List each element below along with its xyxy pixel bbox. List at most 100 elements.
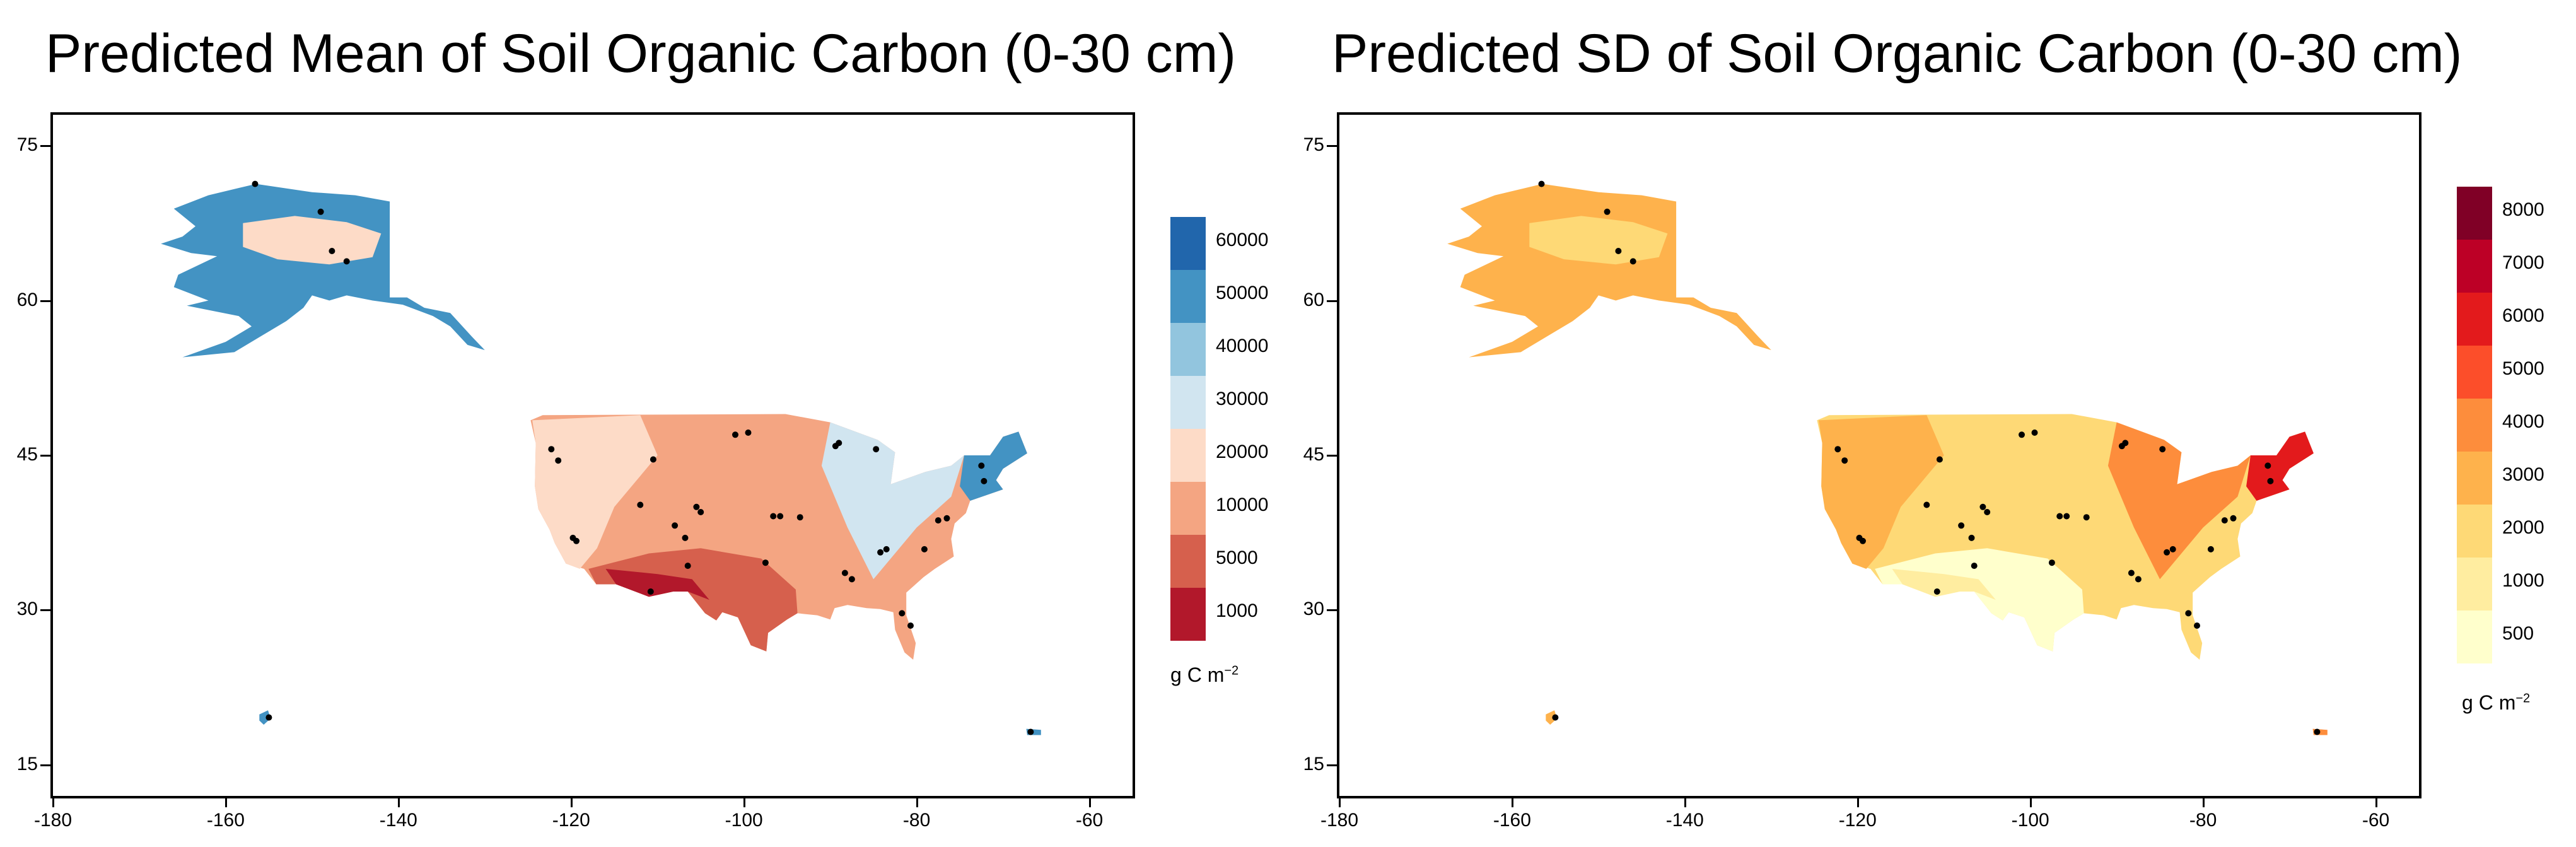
sd-legend-unit: g C m−2 xyxy=(2462,691,2530,715)
mean-legend-unit-text: g C m xyxy=(1170,663,1225,686)
site-marker xyxy=(1841,457,1848,464)
x-tick-mark xyxy=(1856,798,1859,807)
x-tick-label: -100 xyxy=(2011,810,2049,831)
site-marker xyxy=(2159,446,2166,453)
sd-map-frame xyxy=(1337,112,2422,798)
x-tick-mark xyxy=(2375,798,2377,807)
site-marker xyxy=(907,622,914,629)
map-region-conus-northeast xyxy=(960,431,1027,501)
legend-swatch xyxy=(1170,429,1206,482)
site-marker xyxy=(2314,728,2321,735)
y-tick-label: 75 xyxy=(16,134,38,156)
site-marker xyxy=(1027,728,1034,735)
site-marker xyxy=(1604,208,1611,215)
legend-swatch xyxy=(2457,240,2492,293)
map-region-hawaii xyxy=(259,710,271,725)
x-tick-mark xyxy=(570,798,573,807)
site-marker xyxy=(1923,501,1930,508)
y-tick-mark xyxy=(40,609,50,612)
site-marker xyxy=(2230,515,2237,522)
map-region-conus-core xyxy=(605,569,709,600)
y-tick-label: 45 xyxy=(16,444,38,465)
site-marker xyxy=(697,509,704,515)
y-tick-label: 60 xyxy=(16,289,38,310)
y-tick-label: 45 xyxy=(1303,444,1324,465)
legend-swatch xyxy=(2457,293,2492,346)
site-marker xyxy=(2135,576,2142,583)
legend-label: 60000 xyxy=(1216,230,1269,250)
site-marker xyxy=(555,457,562,464)
y-tick-mark xyxy=(40,764,50,766)
legend-label: 1000 xyxy=(1216,600,1258,621)
mean-map-panel: Predicted Mean of Soil Organic Carbon (0… xyxy=(0,0,1286,847)
x-tick-mark xyxy=(743,798,745,807)
legend-label: 5000 xyxy=(2502,358,2544,379)
site-marker xyxy=(650,456,656,463)
x-tick-label: -60 xyxy=(2362,810,2390,831)
map-region-hawaii xyxy=(1546,710,1558,725)
legend-swatch xyxy=(2457,452,2492,505)
y-tick-mark xyxy=(1327,300,1337,302)
site-marker xyxy=(573,537,580,544)
site-marker xyxy=(1834,446,1841,453)
x-tick-mark xyxy=(1511,798,1513,807)
site-marker xyxy=(2128,570,2135,576)
y-tick-mark xyxy=(1327,455,1337,457)
mean-map xyxy=(161,180,1041,735)
x-tick-mark xyxy=(916,798,918,807)
site-marker xyxy=(2063,513,2070,520)
site-marker xyxy=(329,248,335,254)
site-marker xyxy=(2185,610,2192,617)
legend-label: 3000 xyxy=(2502,464,2544,485)
site-marker xyxy=(1615,248,1622,254)
site-marker xyxy=(1979,503,1986,510)
mean-map-title: Predicted Mean of Soil Organic Carbon (0… xyxy=(45,23,1237,84)
site-marker xyxy=(2194,622,2200,629)
x-tick-label: -100 xyxy=(725,810,763,831)
site-marker xyxy=(1984,509,1991,515)
legend-swatch xyxy=(1170,270,1206,323)
legend-swatch xyxy=(2457,187,2492,240)
site-marker xyxy=(848,576,855,583)
site-marker xyxy=(1933,588,1940,595)
site-marker xyxy=(252,180,259,187)
site-marker xyxy=(647,588,654,595)
y-tick-mark xyxy=(1327,609,1337,612)
site-marker xyxy=(637,501,644,508)
map-region-conus-east xyxy=(2107,422,2251,580)
y-tick-mark xyxy=(40,455,50,457)
site-marker xyxy=(684,563,691,570)
legend-label: 30000 xyxy=(1216,388,1269,409)
map-region-conus-base xyxy=(530,414,1027,660)
y-tick-mark xyxy=(1327,145,1337,148)
legend-label: 1000 xyxy=(2502,570,2544,591)
map-region-conus-east xyxy=(821,422,964,580)
site-marker xyxy=(548,446,555,453)
x-tick-label: -120 xyxy=(1838,810,1877,831)
sd-map xyxy=(1447,180,2328,735)
x-tick-mark xyxy=(1339,798,1341,807)
sd-legend: 8000 7000 6000 5000 4000 3000 2000 1000 500 g C … xyxy=(2457,187,2570,729)
site-marker xyxy=(1860,537,1866,544)
site-marker xyxy=(2019,431,2025,438)
sd-legend-unit-text: g C m xyxy=(2462,691,2516,714)
map-region-alaska xyxy=(161,184,485,358)
site-marker xyxy=(935,517,941,524)
legend-swatch xyxy=(1170,323,1206,376)
map-region-alaska xyxy=(1447,184,1771,358)
site-marker xyxy=(770,513,777,520)
site-marker xyxy=(682,534,689,541)
site-marker xyxy=(883,546,890,552)
site-marker xyxy=(981,477,988,484)
legend-label: 20000 xyxy=(1216,441,1269,462)
map-region-conus-west xyxy=(1819,415,1944,569)
x-tick-label: -120 xyxy=(552,810,590,831)
site-marker xyxy=(836,440,842,447)
site-marker xyxy=(943,515,950,522)
site-marker xyxy=(978,462,985,469)
legend-label: 5000 xyxy=(1216,547,1258,568)
site-marker xyxy=(317,208,324,215)
mean-map-frame xyxy=(50,112,1135,798)
x-tick-label: -80 xyxy=(902,810,931,831)
site-marker xyxy=(2207,546,2214,552)
